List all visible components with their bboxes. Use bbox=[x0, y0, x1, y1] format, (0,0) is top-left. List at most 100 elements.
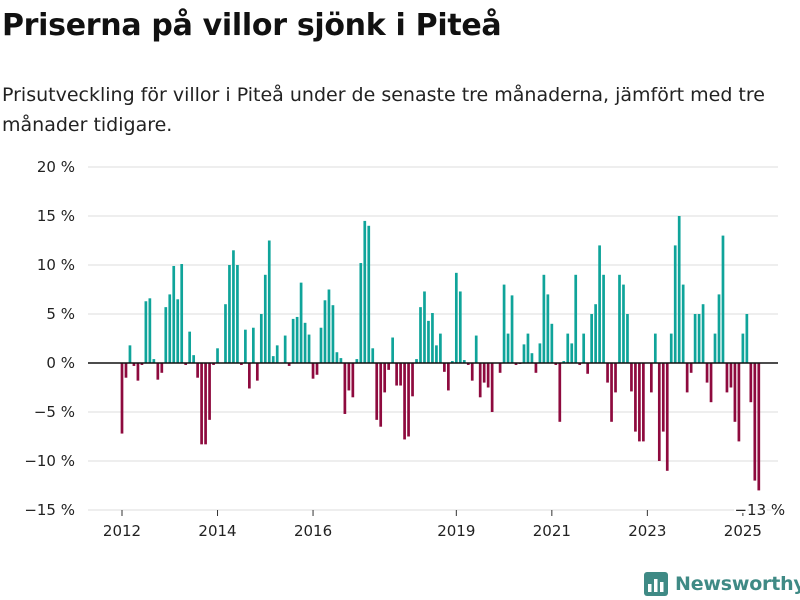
x-tick-label: 2019 bbox=[437, 522, 475, 540]
bar bbox=[431, 313, 434, 363]
last-value-label: −13 % bbox=[734, 501, 785, 519]
bar bbox=[586, 363, 590, 374]
bar bbox=[387, 363, 391, 370]
bar bbox=[709, 363, 713, 403]
bar bbox=[506, 333, 510, 363]
x-tick-label: 2012 bbox=[103, 522, 141, 540]
bar bbox=[482, 363, 486, 383]
bar bbox=[713, 333, 717, 363]
bar bbox=[419, 307, 422, 363]
bar bbox=[136, 363, 140, 381]
bar bbox=[642, 363, 645, 442]
y-tick-label: −10 % bbox=[24, 452, 75, 470]
bars bbox=[120, 216, 761, 491]
bar bbox=[562, 361, 566, 363]
y-axis: 20 % 15 % 10 % 5 % 0 % −5 % −10 % −15 % bbox=[24, 158, 75, 519]
bar bbox=[391, 337, 394, 363]
bar bbox=[144, 301, 148, 363]
bar bbox=[367, 225, 371, 363]
bar bbox=[681, 284, 685, 363]
bar-chart: 20 %15 %10 %5 %0 %−5 %−10 %−15 % 2012 201… bbox=[24, 158, 787, 540]
bar bbox=[522, 344, 526, 363]
bar bbox=[566, 333, 570, 363]
y-tick-label: 0 % bbox=[46, 354, 75, 372]
bar bbox=[255, 363, 259, 381]
bar bbox=[331, 305, 335, 363]
bar bbox=[454, 272, 458, 363]
newsworthy-logo-icon bbox=[644, 572, 668, 596]
bar bbox=[188, 331, 192, 363]
bar bbox=[347, 363, 351, 391]
bar bbox=[443, 363, 446, 372]
bar bbox=[542, 274, 546, 363]
bar bbox=[665, 363, 669, 471]
brand-name: Newsworthy bbox=[675, 573, 800, 595]
bar bbox=[176, 299, 180, 363]
bar bbox=[299, 282, 303, 363]
bar bbox=[204, 363, 207, 445]
bar bbox=[120, 363, 124, 434]
bar bbox=[196, 363, 199, 378]
bar bbox=[717, 294, 721, 363]
bar bbox=[208, 363, 211, 420]
bar bbox=[407, 363, 410, 437]
bar bbox=[574, 274, 578, 363]
bar bbox=[439, 333, 442, 363]
annotation: −13 % bbox=[732, 499, 787, 521]
bar bbox=[598, 245, 601, 363]
bar bbox=[554, 363, 558, 365]
bar bbox=[371, 348, 375, 363]
bar bbox=[343, 363, 347, 414]
bar bbox=[550, 323, 554, 363]
bar bbox=[450, 361, 454, 363]
bar bbox=[156, 363, 160, 380]
bar bbox=[622, 284, 625, 363]
bar bbox=[638, 363, 641, 442]
bar bbox=[661, 363, 665, 432]
bar bbox=[490, 363, 494, 412]
bar bbox=[618, 274, 621, 363]
bar bbox=[323, 300, 327, 363]
bar bbox=[200, 363, 203, 445]
chart-subtitle: Prisutveckling för villor i Piteå under … bbox=[2, 84, 765, 136]
bar bbox=[538, 343, 542, 363]
bar bbox=[685, 363, 689, 393]
bar bbox=[168, 294, 172, 363]
bar bbox=[335, 352, 339, 363]
bar bbox=[741, 333, 745, 363]
bar bbox=[669, 333, 673, 363]
bar bbox=[578, 363, 582, 365]
bar bbox=[327, 289, 331, 363]
bar bbox=[212, 363, 215, 365]
bar bbox=[359, 263, 363, 363]
bar bbox=[649, 363, 653, 393]
bar bbox=[160, 363, 164, 373]
brand: Newsworthy bbox=[643, 568, 800, 600]
x-tick-label: 2016 bbox=[294, 522, 332, 540]
bar bbox=[610, 363, 613, 422]
x-axis: 2012 2014 2016 2019 2021 2023 2025 bbox=[103, 510, 762, 540]
bar bbox=[172, 265, 176, 363]
bar bbox=[275, 345, 279, 363]
bar bbox=[379, 363, 383, 427]
bar bbox=[148, 298, 152, 363]
bar bbox=[267, 240, 271, 363]
bar bbox=[653, 333, 657, 363]
bar bbox=[287, 363, 291, 366]
bar bbox=[602, 274, 605, 363]
y-tick-label: 10 % bbox=[37, 256, 75, 274]
y-tick-label: 15 % bbox=[37, 207, 75, 225]
bar bbox=[510, 295, 514, 363]
bar bbox=[228, 265, 231, 363]
bar bbox=[303, 322, 307, 363]
bar bbox=[630, 363, 633, 392]
y-tick-label: 20 % bbox=[37, 158, 75, 176]
bar bbox=[128, 345, 132, 363]
bar bbox=[403, 363, 406, 440]
bar bbox=[152, 359, 156, 363]
bar bbox=[462, 360, 466, 363]
bar bbox=[657, 363, 661, 461]
bar bbox=[216, 348, 219, 363]
bar bbox=[232, 250, 235, 363]
bar bbox=[614, 363, 617, 393]
